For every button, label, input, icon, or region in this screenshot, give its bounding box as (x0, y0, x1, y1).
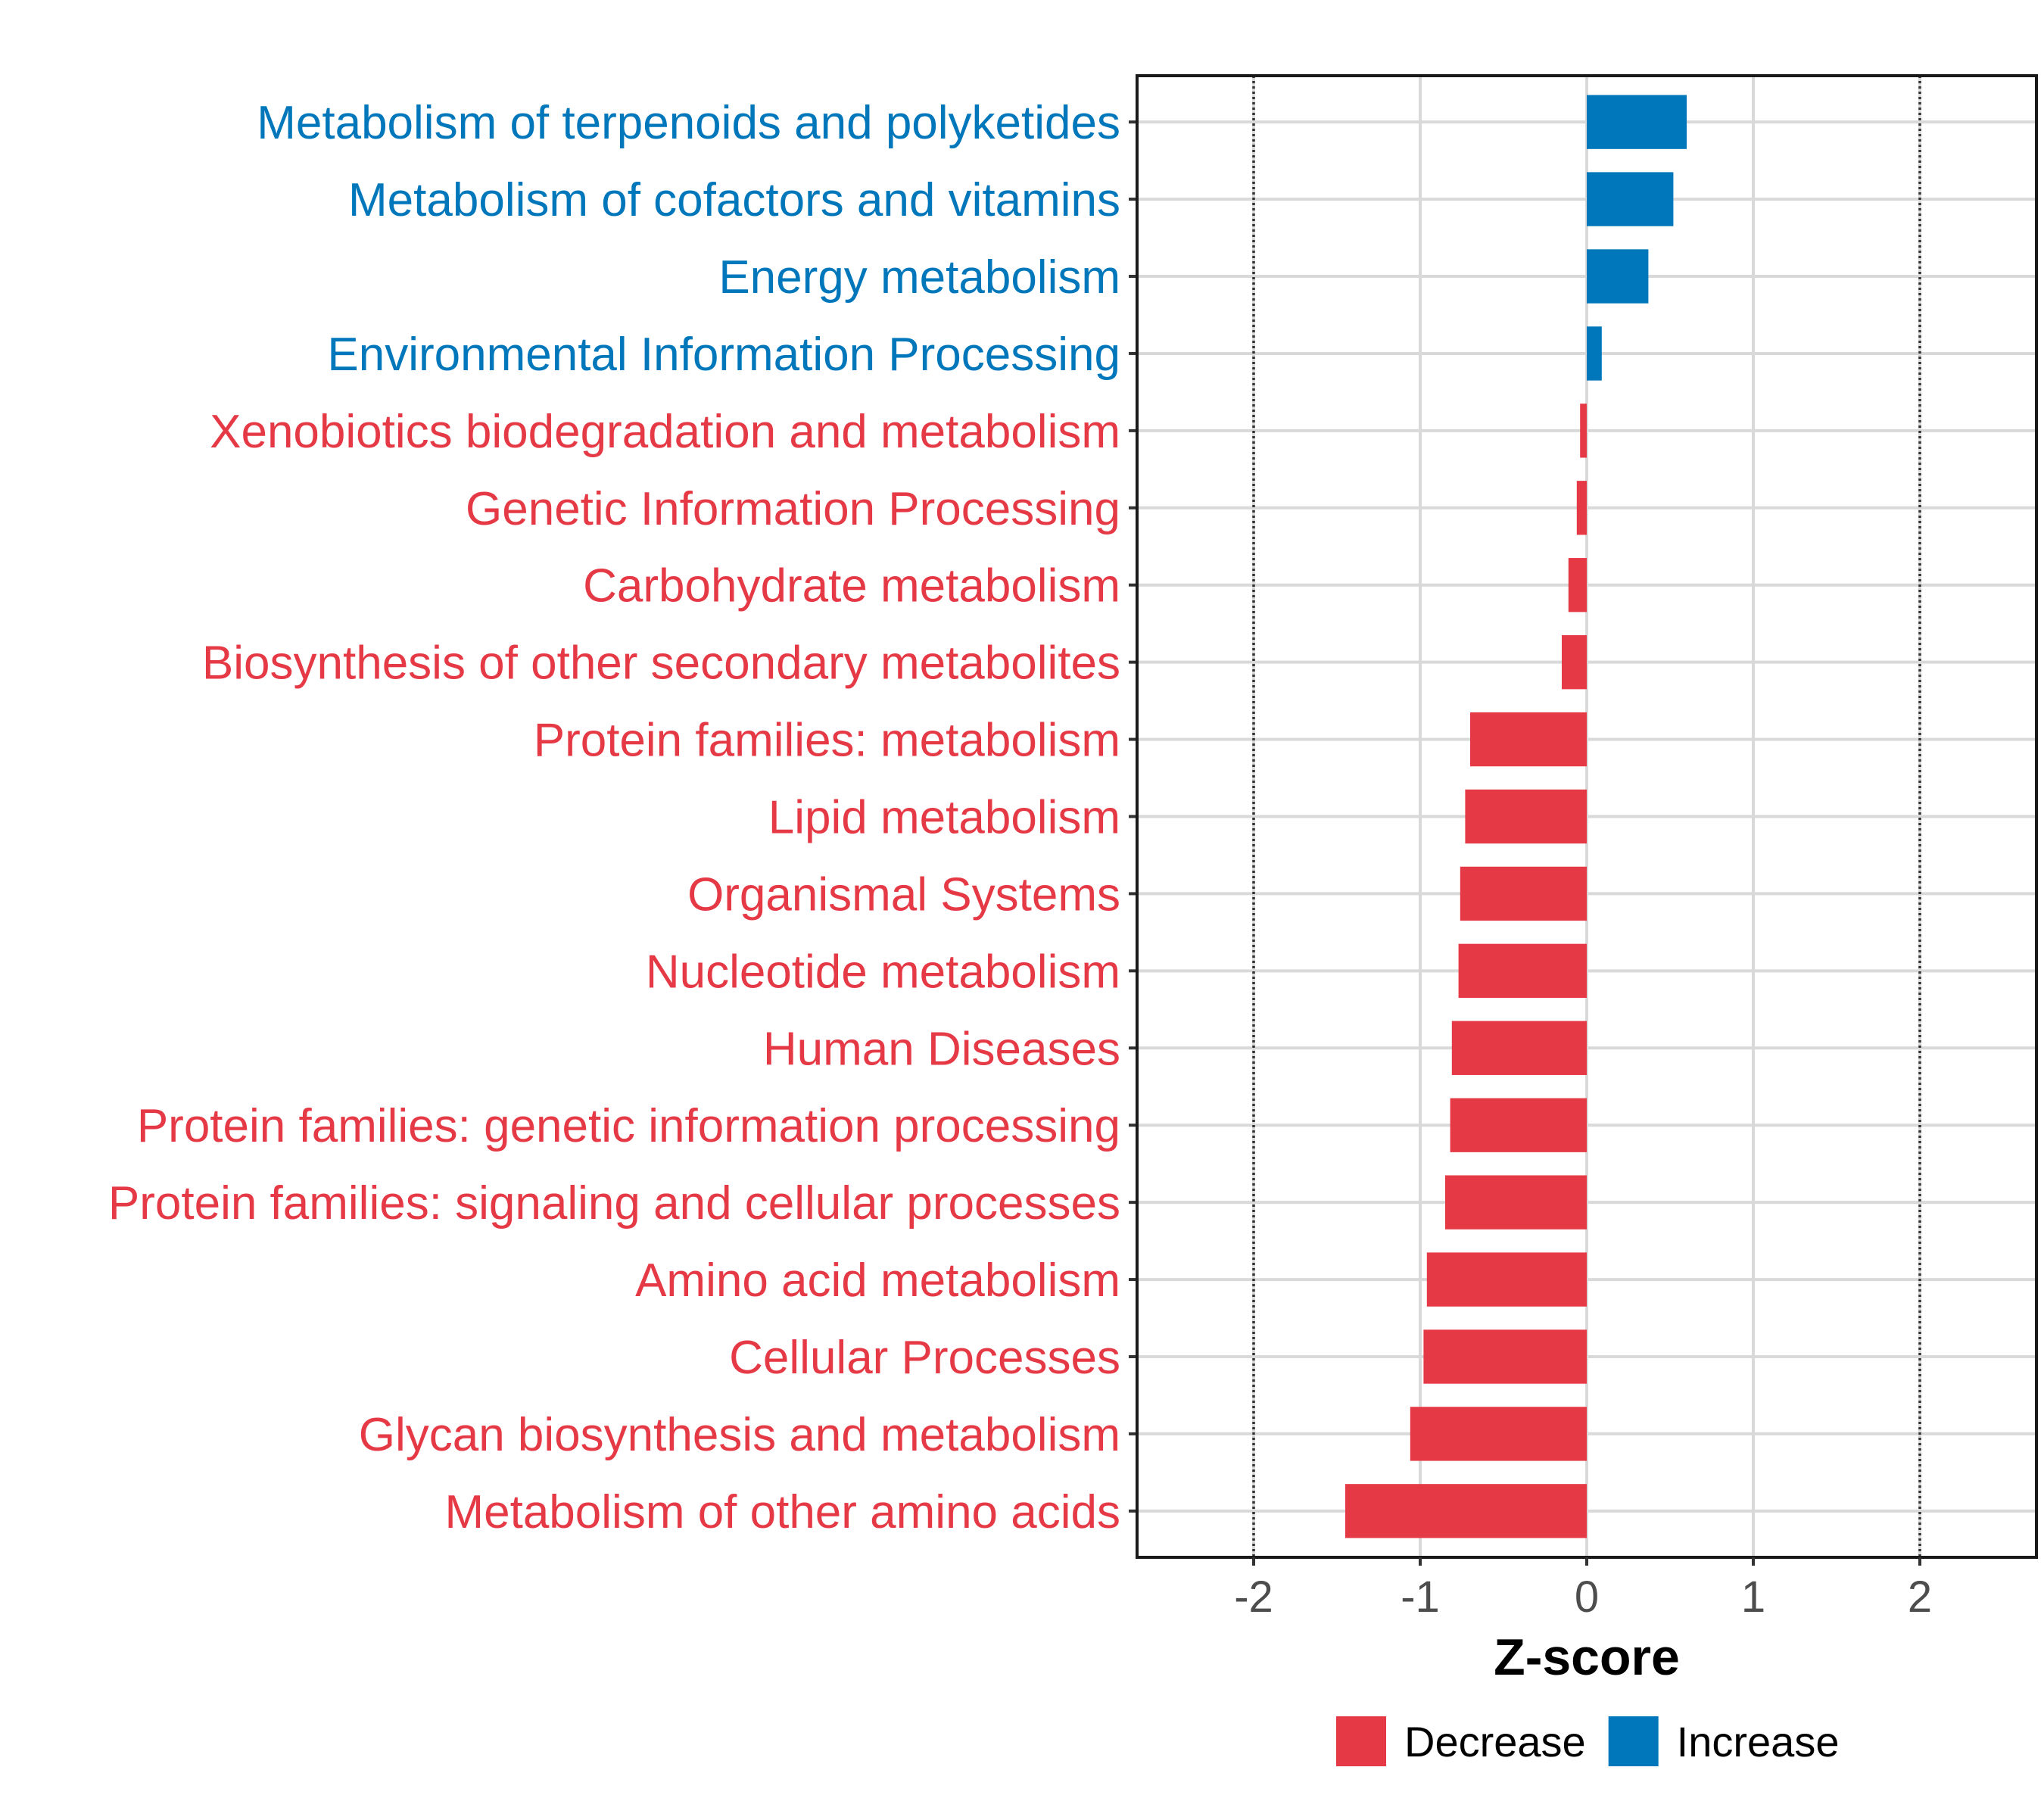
bar (1587, 249, 1649, 304)
bar (1426, 1252, 1587, 1307)
bar (1576, 481, 1587, 535)
bar (1568, 558, 1587, 612)
category-label: Metabolism of other amino acids (444, 1486, 1120, 1538)
category-label: Organismal Systems (687, 868, 1120, 921)
bar (1423, 1329, 1587, 1384)
x-tick-label: -1 (1401, 1572, 1440, 1622)
category-label: Biosynthesis of other secondary metaboli… (202, 637, 1120, 690)
bar (1345, 1484, 1587, 1538)
bar (1587, 172, 1674, 226)
bar (1460, 866, 1587, 921)
category-label: Xenobiotics biodegradation and metabolis… (210, 406, 1120, 458)
category-label: Genetic Information Processing (466, 483, 1120, 535)
x-tick-label: 0 (1575, 1572, 1599, 1622)
x-tick-label: -2 (1234, 1572, 1273, 1622)
bar (1587, 95, 1687, 149)
category-label: Metabolism of terpenoids and polyketides (257, 97, 1120, 149)
bar (1410, 1407, 1587, 1461)
legend-label: Increase (1677, 1718, 1840, 1766)
category-label: Protein families: metabolism (534, 715, 1120, 767)
bar (1445, 1175, 1587, 1230)
category-label: Environmental Information Processing (327, 329, 1120, 381)
category-label: Protein families: signaling and cellular… (108, 1177, 1120, 1230)
category-label: Amino acid metabolism (635, 1254, 1120, 1307)
legend-swatch (1336, 1716, 1386, 1766)
category-label: Carbohydrate metabolism (583, 560, 1120, 612)
category-label: Human Diseases (763, 1023, 1120, 1075)
bar (1450, 1098, 1587, 1152)
bar (1458, 943, 1587, 999)
plot-area: Metabolism of terpenoids and polyketides… (108, 74, 2038, 1622)
category-label: Lipid metabolism (768, 792, 1120, 844)
category-label: Energy metabolism (718, 251, 1120, 304)
category-label: Cellular Processes (729, 1332, 1120, 1384)
bar (1580, 404, 1587, 458)
bar (1562, 634, 1587, 690)
x-tick-label: 2 (1908, 1572, 1932, 1622)
bar (1470, 712, 1587, 767)
category-label: Metabolism of cofactors and vitamins (348, 174, 1120, 226)
x-tick-label: 1 (1741, 1572, 1765, 1622)
category-label: Glycan biosynthesis and metabolism (359, 1409, 1120, 1461)
legend-swatch (1608, 1716, 1659, 1766)
category-label: Protein families: genetic information pr… (137, 1100, 1120, 1152)
bar (1451, 1021, 1587, 1075)
x-axis-title: Z-score (1494, 1628, 1680, 1686)
bar (1465, 789, 1587, 844)
bar (1587, 326, 1602, 381)
category-label: Nucleotide metabolism (646, 946, 1120, 998)
legend-label: Decrease (1404, 1718, 1586, 1766)
legend: Decrease Increase (1336, 1716, 1839, 1766)
